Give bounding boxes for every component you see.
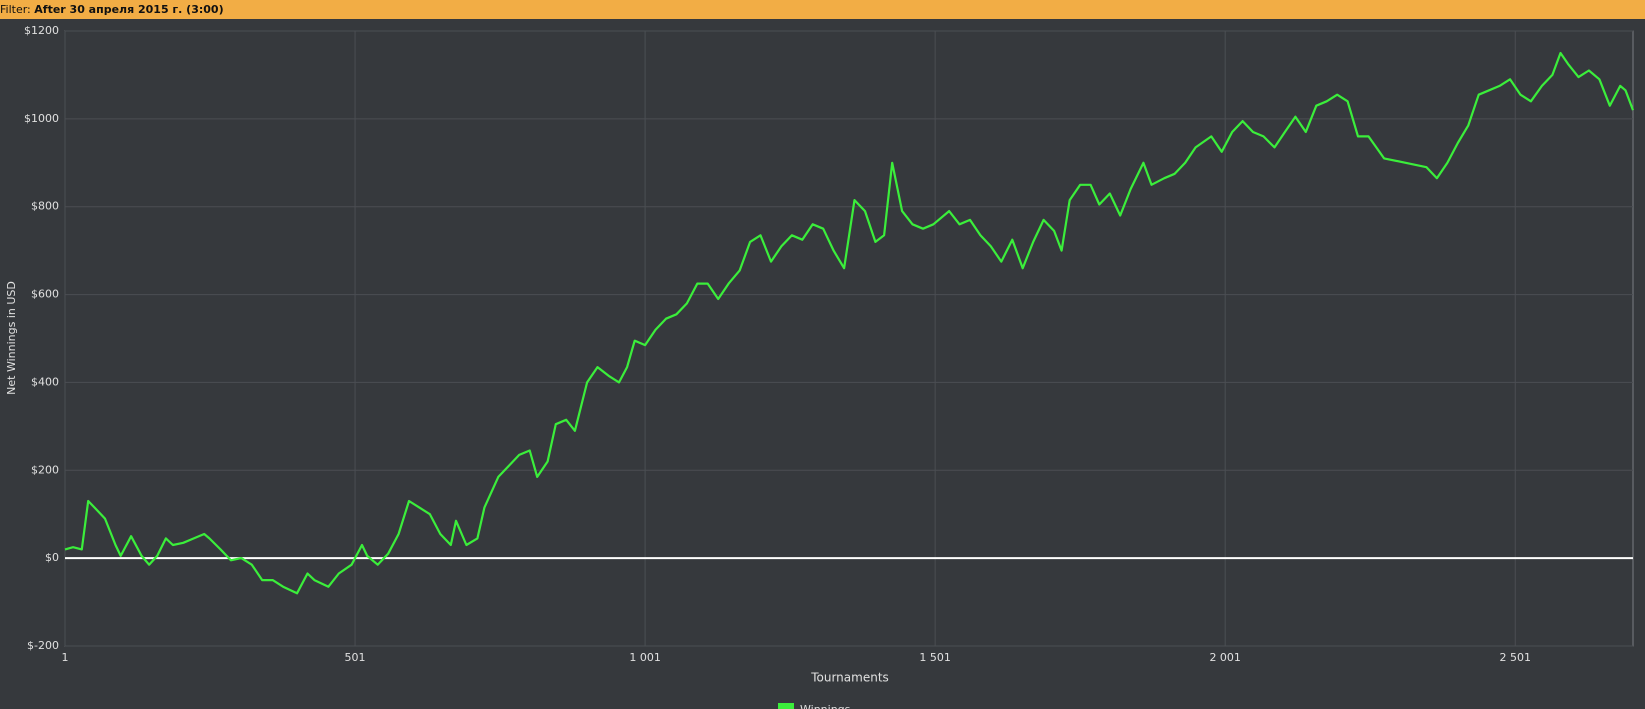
filter-value: After 30 апреля 2015 г. (3:00) <box>34 3 224 16</box>
y-tick-label: $-200 <box>27 639 59 652</box>
x-tick-label: 2 501 <box>1499 651 1531 664</box>
legend-label: Winnings <box>800 703 851 709</box>
x-tick-label: 1 001 <box>629 651 661 664</box>
plot-frame <box>64 30 1634 647</box>
y-axis-title: Net Winnings in USD <box>5 281 18 395</box>
x-axis-title: Tournaments <box>810 671 889 685</box>
legend-swatch <box>778 703 794 709</box>
y-tick-label: $1000 <box>24 112 59 125</box>
filter-bar: Filter: After 30 апреля 2015 г. (3:00) <box>0 0 1645 19</box>
x-tick-label: 501 <box>345 651 366 664</box>
y-tick-label: $400 <box>31 375 59 388</box>
filter-label: Filter: <box>0 3 31 16</box>
y-tick-label: $0 <box>45 551 59 564</box>
x-tick-label: 1 501 <box>919 651 951 664</box>
line-series <box>64 51 1635 595</box>
y-tick-label: $200 <box>31 463 59 476</box>
x-tick-label: 2 001 <box>1209 651 1241 664</box>
y-tick-label: $800 <box>31 200 59 213</box>
y-tick-label: $1200 <box>24 24 59 37</box>
y-tick-label: $600 <box>31 288 59 301</box>
x-tick-label: 1 <box>62 651 69 664</box>
